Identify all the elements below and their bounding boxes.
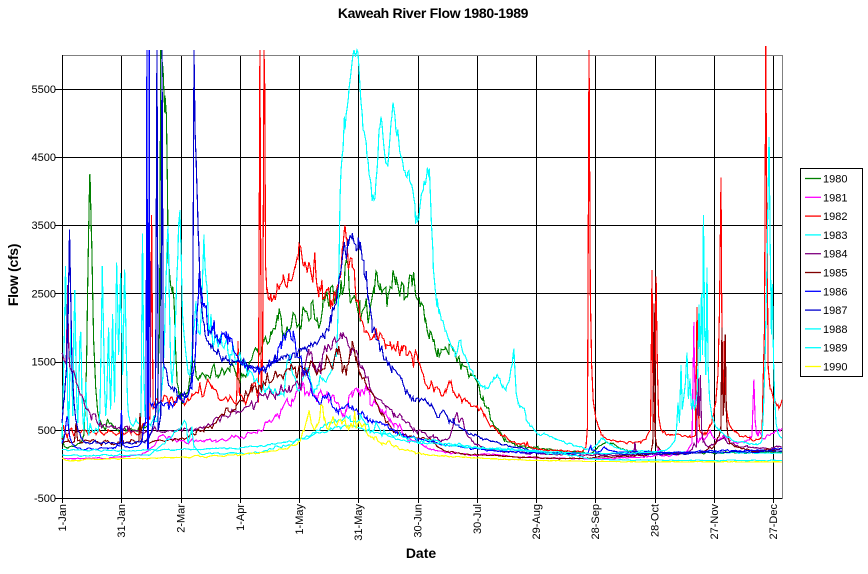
svg-text:1990: 1990 bbox=[823, 362, 847, 374]
svg-text:3500: 3500 bbox=[32, 220, 56, 232]
svg-text:2500: 2500 bbox=[32, 288, 56, 300]
svg-text:30-Jun: 30-Jun bbox=[413, 504, 425, 538]
svg-text:2-Mar: 2-Mar bbox=[176, 504, 188, 533]
svg-text:27-Dec: 27-Dec bbox=[768, 504, 780, 540]
svg-text:1-May: 1-May bbox=[294, 504, 306, 535]
svg-text:1980: 1980 bbox=[823, 174, 847, 186]
svg-text:5500: 5500 bbox=[32, 84, 56, 96]
svg-text:4500: 4500 bbox=[32, 152, 56, 164]
svg-text:1-Apr: 1-Apr bbox=[235, 504, 247, 531]
svg-text:1500: 1500 bbox=[32, 357, 56, 369]
svg-text:1982: 1982 bbox=[823, 211, 847, 223]
svg-text:30-Jul: 30-Jul bbox=[472, 504, 484, 534]
svg-text:-500: -500 bbox=[34, 493, 56, 505]
svg-text:1989: 1989 bbox=[823, 343, 847, 355]
svg-text:1987: 1987 bbox=[823, 305, 847, 317]
svg-text:1984: 1984 bbox=[823, 249, 847, 261]
svg-text:1986: 1986 bbox=[823, 286, 847, 298]
svg-text:1985: 1985 bbox=[823, 268, 847, 280]
svg-text:1981: 1981 bbox=[823, 192, 847, 204]
svg-text:1983: 1983 bbox=[823, 230, 847, 242]
svg-text:31-May: 31-May bbox=[353, 504, 365, 541]
svg-text:1988: 1988 bbox=[823, 324, 847, 336]
svg-text:1-Jan: 1-Jan bbox=[57, 504, 69, 532]
svg-text:28-Sep: 28-Sep bbox=[590, 504, 602, 539]
svg-text:Kaweah River Flow 1980-1989: Kaweah River Flow 1980-1989 bbox=[338, 5, 529, 21]
svg-text:Flow (cfs): Flow (cfs) bbox=[5, 244, 21, 306]
svg-text:500: 500 bbox=[38, 425, 56, 437]
svg-text:Date: Date bbox=[406, 545, 437, 561]
svg-text:31-Jan: 31-Jan bbox=[116, 504, 128, 538]
svg-text:27-Nov: 27-Nov bbox=[709, 504, 721, 540]
svg-text:29-Aug: 29-Aug bbox=[531, 504, 543, 539]
svg-text:28-Oct: 28-Oct bbox=[650, 504, 662, 537]
